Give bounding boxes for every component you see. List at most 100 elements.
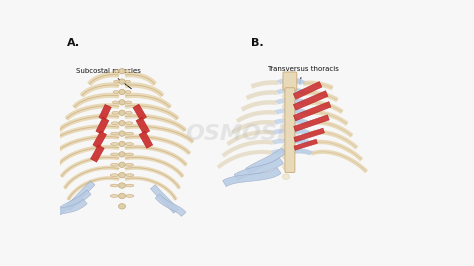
Polygon shape bbox=[308, 130, 358, 149]
Ellipse shape bbox=[119, 89, 125, 95]
Ellipse shape bbox=[118, 193, 126, 199]
Ellipse shape bbox=[283, 144, 290, 149]
Polygon shape bbox=[293, 98, 307, 105]
Ellipse shape bbox=[283, 104, 290, 109]
Polygon shape bbox=[125, 72, 157, 86]
Ellipse shape bbox=[283, 174, 290, 179]
Polygon shape bbox=[234, 158, 283, 180]
Ellipse shape bbox=[119, 100, 125, 105]
Ellipse shape bbox=[114, 70, 119, 73]
Polygon shape bbox=[125, 114, 187, 132]
Ellipse shape bbox=[125, 70, 130, 73]
Polygon shape bbox=[293, 109, 309, 115]
Ellipse shape bbox=[119, 79, 125, 84]
Ellipse shape bbox=[125, 101, 132, 104]
Polygon shape bbox=[273, 119, 286, 125]
Ellipse shape bbox=[119, 162, 125, 167]
Polygon shape bbox=[125, 82, 164, 97]
Polygon shape bbox=[57, 114, 119, 132]
Ellipse shape bbox=[283, 94, 290, 99]
Polygon shape bbox=[47, 199, 87, 218]
Ellipse shape bbox=[126, 174, 134, 176]
Text: B.: B. bbox=[251, 38, 264, 48]
Polygon shape bbox=[125, 176, 178, 201]
Polygon shape bbox=[275, 99, 286, 105]
Polygon shape bbox=[64, 103, 119, 120]
Polygon shape bbox=[72, 93, 119, 109]
Polygon shape bbox=[57, 190, 91, 214]
Ellipse shape bbox=[283, 154, 290, 159]
Polygon shape bbox=[302, 81, 334, 90]
Polygon shape bbox=[139, 131, 153, 148]
Ellipse shape bbox=[112, 111, 119, 114]
Polygon shape bbox=[293, 128, 310, 135]
Ellipse shape bbox=[126, 184, 134, 187]
Polygon shape bbox=[155, 194, 186, 217]
Polygon shape bbox=[271, 149, 286, 155]
Polygon shape bbox=[151, 185, 178, 213]
Ellipse shape bbox=[118, 204, 126, 209]
Polygon shape bbox=[93, 131, 107, 148]
Text: A.: A. bbox=[66, 38, 80, 48]
Polygon shape bbox=[246, 90, 278, 100]
Polygon shape bbox=[293, 88, 306, 95]
Polygon shape bbox=[241, 100, 277, 112]
FancyBboxPatch shape bbox=[283, 72, 297, 90]
Ellipse shape bbox=[119, 110, 125, 115]
Ellipse shape bbox=[283, 124, 290, 129]
Polygon shape bbox=[310, 140, 363, 161]
Polygon shape bbox=[133, 104, 146, 121]
Polygon shape bbox=[53, 134, 119, 155]
Polygon shape bbox=[125, 134, 191, 155]
Polygon shape bbox=[80, 82, 119, 97]
Ellipse shape bbox=[125, 80, 130, 83]
Polygon shape bbox=[274, 109, 286, 115]
Polygon shape bbox=[125, 103, 180, 120]
Ellipse shape bbox=[119, 120, 125, 126]
Text: Transversus thoracis: Transversus thoracis bbox=[267, 66, 338, 84]
Ellipse shape bbox=[126, 195, 134, 197]
Polygon shape bbox=[136, 117, 150, 135]
Polygon shape bbox=[217, 150, 272, 169]
Ellipse shape bbox=[110, 143, 119, 145]
Ellipse shape bbox=[110, 195, 118, 197]
Ellipse shape bbox=[110, 153, 119, 156]
Polygon shape bbox=[231, 120, 275, 135]
Polygon shape bbox=[125, 93, 172, 109]
Polygon shape bbox=[307, 120, 354, 138]
Ellipse shape bbox=[114, 80, 119, 83]
Polygon shape bbox=[56, 145, 119, 167]
Polygon shape bbox=[273, 129, 286, 135]
Polygon shape bbox=[246, 148, 286, 174]
Ellipse shape bbox=[119, 69, 125, 74]
Polygon shape bbox=[91, 145, 104, 162]
Polygon shape bbox=[305, 100, 344, 114]
Ellipse shape bbox=[125, 153, 133, 156]
Ellipse shape bbox=[283, 114, 290, 119]
Polygon shape bbox=[293, 149, 313, 155]
Polygon shape bbox=[63, 166, 119, 189]
Ellipse shape bbox=[283, 164, 290, 169]
Polygon shape bbox=[277, 78, 286, 85]
Polygon shape bbox=[293, 91, 328, 110]
Ellipse shape bbox=[119, 152, 125, 157]
Polygon shape bbox=[306, 110, 348, 126]
Ellipse shape bbox=[110, 174, 118, 176]
Text: OSMOSIS: OSMOSIS bbox=[185, 124, 301, 144]
Polygon shape bbox=[96, 117, 109, 134]
Polygon shape bbox=[125, 124, 194, 144]
Polygon shape bbox=[221, 140, 273, 157]
Polygon shape bbox=[293, 139, 311, 146]
Polygon shape bbox=[66, 181, 95, 210]
Polygon shape bbox=[272, 139, 286, 145]
Polygon shape bbox=[223, 168, 281, 186]
Polygon shape bbox=[99, 104, 111, 120]
Polygon shape bbox=[236, 110, 276, 123]
Polygon shape bbox=[276, 89, 286, 95]
FancyBboxPatch shape bbox=[285, 88, 295, 172]
Polygon shape bbox=[50, 124, 119, 144]
Polygon shape bbox=[125, 155, 184, 178]
Ellipse shape bbox=[118, 183, 126, 188]
Ellipse shape bbox=[110, 132, 119, 135]
Ellipse shape bbox=[125, 132, 133, 135]
